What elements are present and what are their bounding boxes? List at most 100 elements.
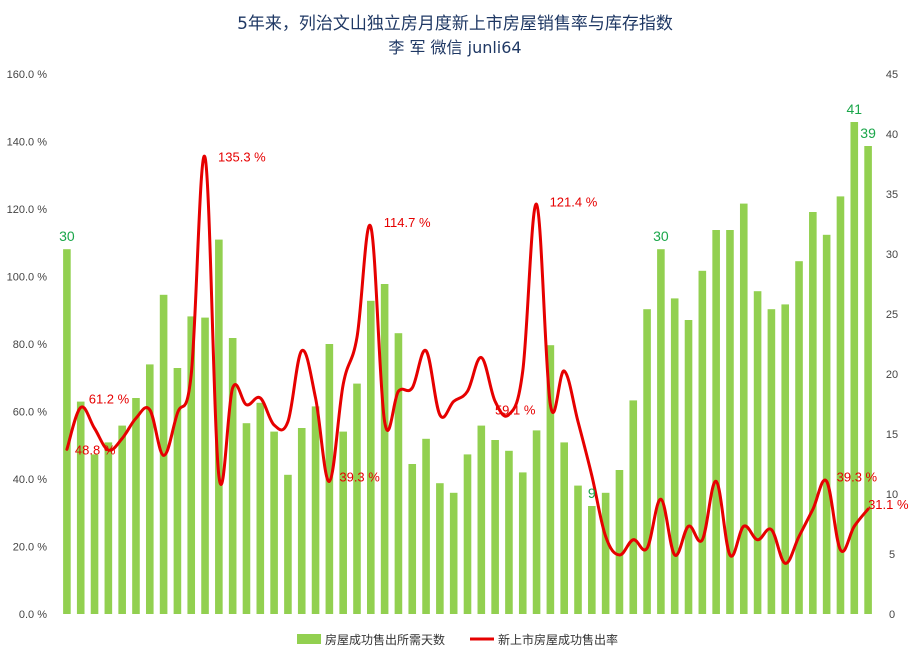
bar-13 <box>242 423 251 614</box>
bar-data-label: 41 <box>846 101 862 117</box>
bar-6 <box>145 364 154 614</box>
bar-data-label: 9 <box>588 485 596 501</box>
bar-50 <box>753 291 762 614</box>
bar-40 <box>615 470 624 614</box>
bar-41 <box>629 400 638 614</box>
bar-43 <box>657 249 665 614</box>
bar-31 <box>491 440 499 614</box>
line-data-label: 135.3 % <box>218 149 266 164</box>
right-tick-label: 15 <box>886 429 898 441</box>
bar-48 <box>726 230 734 614</box>
left-tick-label: 140.0 % <box>7 137 48 149</box>
bar-21 <box>353 383 361 614</box>
bar-58 <box>864 146 872 614</box>
left-tick-label: 80.0 % <box>13 339 47 351</box>
line-data-label: 61.2 % <box>89 391 130 406</box>
bar-39 <box>601 492 610 614</box>
left-tick-label: 0.0 % <box>19 609 47 621</box>
legend-label-line: 新上市房屋成功售出率 <box>498 632 618 647</box>
bar-42 <box>643 309 651 614</box>
bar-18 <box>311 406 320 614</box>
bar-35 <box>546 345 555 614</box>
legend: 房屋成功售出所需天数 新上市房屋成功售出率 <box>297 632 618 647</box>
bar-53 <box>795 261 803 614</box>
line-data-label: 48.8 % <box>75 442 116 457</box>
bar-45 <box>684 320 693 614</box>
right-axis: 0 5 10 15 20 25 30 35 40 45 <box>886 69 898 621</box>
bar-32 <box>505 450 513 614</box>
bar-25 <box>408 464 417 614</box>
bar-52 <box>781 304 790 614</box>
data-labels: 48.8 % 61.2 % 135.3 % 39.3 % 114.7 % 59.1 % 12… <box>59 101 909 512</box>
legend-swatch-bars <box>297 634 321 644</box>
right-tick-label: 20 <box>886 369 898 381</box>
bar-17 <box>297 428 306 614</box>
bar-30 <box>477 425 486 614</box>
bar-49 <box>739 203 748 614</box>
line-data-label: 121.4 % <box>550 194 598 209</box>
right-tick-label: 30 <box>886 249 898 261</box>
right-tick-label: 40 <box>886 129 898 141</box>
line-data-label: 31.1 % <box>868 497 909 512</box>
left-tick-label: 20.0 % <box>13 542 47 554</box>
bar-29 <box>463 454 472 614</box>
bar-34 <box>532 430 541 614</box>
bar-2 <box>90 454 99 614</box>
bar-38 <box>588 506 596 614</box>
right-tick-label: 0 <box>889 609 895 621</box>
chart-subtitle: 李 军 微信 junli64 <box>388 38 521 57</box>
bar-57 <box>850 122 859 614</box>
bar-28 <box>449 492 458 614</box>
bar-3 <box>104 442 113 614</box>
left-tick-label: 160.0 % <box>7 69 48 81</box>
bar-44 <box>670 298 679 614</box>
right-tick-label: 35 <box>886 189 898 201</box>
bar-8 <box>173 368 182 614</box>
chart-title: 5年来，列治文山独立房月度新上市房屋销售率与库存指数 <box>237 14 673 34</box>
bar-23 <box>380 284 389 614</box>
bar-56 <box>836 196 845 614</box>
bar-0 <box>63 249 71 614</box>
bar-15 <box>270 431 278 614</box>
bar-37 <box>574 485 582 614</box>
bar-5 <box>132 398 140 614</box>
bar-24 <box>394 333 403 614</box>
right-tick-label: 45 <box>886 69 898 81</box>
bar-27 <box>436 483 444 614</box>
line-data-label: 114.7 % <box>384 215 431 230</box>
bar-data-label: 30 <box>59 228 75 244</box>
bar-4 <box>118 425 126 614</box>
bar-data-label: 39 <box>860 125 876 141</box>
bar-55 <box>822 234 831 615</box>
line-data-label: 39.3 % <box>837 469 878 484</box>
left-tick-label: 120.0 % <box>7 204 48 216</box>
line-path-success-rate <box>65 154 870 565</box>
line-data-label: 39.3 % <box>339 469 380 484</box>
left-tick-label: 40.0 % <box>13 474 47 486</box>
bar-46 <box>698 270 707 614</box>
left-axis: 0.0 % 20.0 % 40.0 % 60.0 % 80.0 % 100.0 % 120.… <box>7 69 48 621</box>
bar-20 <box>339 431 347 614</box>
right-tick-label: 5 <box>889 549 895 561</box>
bar-36 <box>560 442 568 614</box>
legend-label-bars: 房屋成功售出所需天数 <box>325 632 445 647</box>
bar-11 <box>215 239 223 614</box>
bar-14 <box>256 402 265 614</box>
left-tick-label: 100.0 % <box>7 272 48 284</box>
bar-51 <box>767 309 776 614</box>
bar-22 <box>367 300 375 614</box>
bar-33 <box>518 472 527 614</box>
line-data-label: 59.1 % <box>495 403 536 418</box>
bar-12 <box>228 338 237 614</box>
bar-16 <box>284 474 292 614</box>
bar-10 <box>201 317 209 614</box>
bar-data-label: 30 <box>653 228 669 244</box>
bar-47 <box>712 230 720 614</box>
bar-9 <box>187 316 196 614</box>
bar-1 <box>76 401 85 614</box>
right-tick-label: 10 <box>886 489 898 501</box>
right-tick-label: 25 <box>886 309 898 321</box>
line-series <box>65 154 870 565</box>
